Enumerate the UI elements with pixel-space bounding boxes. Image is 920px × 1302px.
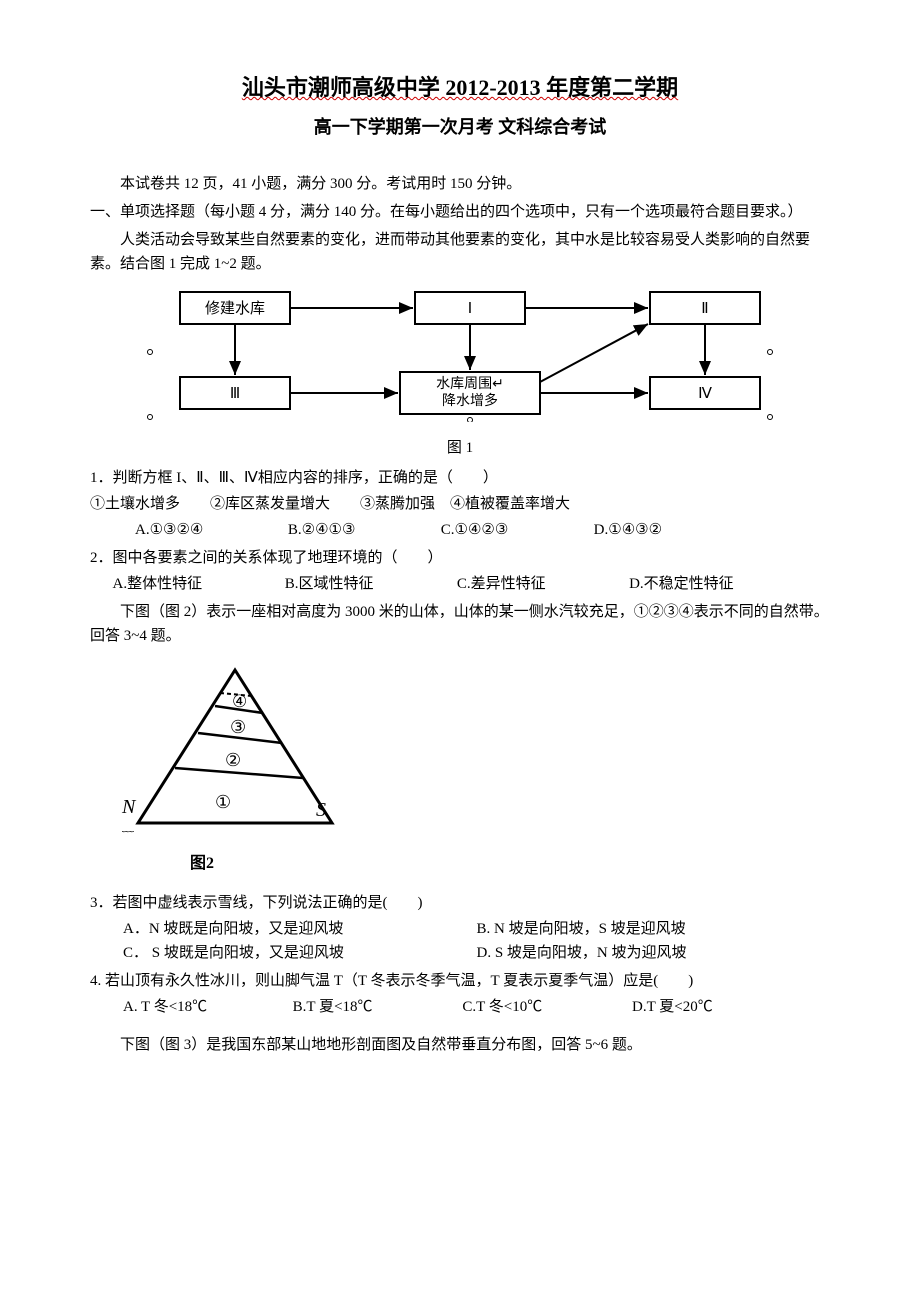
q4-opt-d: D.T 夏<20℃ [632,995,802,1019]
question-4-options: A. T 冬<18℃ B.T 夏<18℃ C.T 冬<10℃ D.T 夏<20℃ [90,995,830,1019]
q2-opt-b: B.区域性特征 [285,572,457,596]
box-rain-1: 水库周围↵ [436,376,504,392]
q1-opt-d: D.①④③② [594,518,747,542]
paragraph-3: 下图（图 3）是我国东部某山地地形剖面图及自然带垂直分布图，回答 5~6 题。 [90,1033,830,1057]
band-1: ① [215,792,231,812]
q2-opt-c: C.差异性特征 [457,572,629,596]
band-3: ③ [230,717,246,737]
section-heading: 一、单项选择题（每小题 4 分，满分 140 分。在每小题给出的四个选项中，只有… [90,200,830,224]
diagram-2-mountain: ① ② ③ ④ N S ﹏ [120,658,350,846]
q1-opt-a: A.①③②④ [135,518,288,542]
q1-opt-c: C.①④②③ [441,518,594,542]
q4-opt-c: C.T 冬<10℃ [462,995,632,1019]
box-rain-2: 降水增多 [442,392,498,409]
question-3: 3．若图中虚线表示雪线，下列说法正确的是( ) [90,891,830,915]
diagram-1-flowchart: 修建水库 Ⅰ Ⅱ Ⅲ 水库周围↵ 降水增多 Ⅳ [140,282,780,430]
paragraph-1: 人类活动会导致某些自然要素的变化，进而带动其他要素的变化，其中水是比较容易受人类… [90,228,830,276]
q1-opt-b: B.②④①③ [288,518,441,542]
question-4: 4. 若山顶有永久性冰川，则山脚气温 T（T 冬表示冬季气温，T 夏表示夏季气温… [90,969,830,993]
q4-opt-b: B.T 夏<18℃ [293,995,463,1019]
diagram-2-caption: 图2 [190,851,830,877]
box-build-reservoir: 修建水库 [205,300,265,317]
q3-opt-a: A．N 坡既是向阳坡，又是迎风坡 [123,917,477,941]
question-3-options: A．N 坡既是向阳坡，又是迎风坡 B. N 坡是向阳坡，S 坡是迎风坡 C． S… [90,917,830,965]
svg-text:﹏: ﹏ [122,820,134,834]
paragraph-2: 下图（图 2）表示一座相对高度为 3000 米的山体，山体的某一侧水汽较充足，①… [90,600,830,648]
page-title: 汕头市潮师高级中学 2012-2013 年度第二学期 [90,70,830,105]
question-2: 2．图中各要素之间的关系体现了地理环境的（ ） [90,546,830,570]
question-1: 1．判断方框 I、Ⅱ、Ⅲ、Ⅳ相应内容的排序，正确的是（ ） [90,466,830,490]
label-n: N [121,796,137,818]
q4-opt-a: A. T 冬<18℃ [123,995,293,1019]
q3-opt-c: C． S 坡既是向阳坡，又是迎风坡 [123,941,477,965]
q2-opt-d: D.不稳定性特征 [629,572,801,596]
intro-text: 本试卷共 12 页，41 小题，满分 300 分。考试用时 150 分钟。 [90,172,830,196]
box-i: Ⅰ [468,301,472,317]
diagram-1-caption: 图 1 [90,436,830,460]
box-iii: Ⅲ [230,386,240,402]
box-ii: Ⅱ [701,301,708,317]
band-4: ④ [232,692,247,711]
q3-opt-d: D. S 坡是向阳坡，N 坡为迎风坡 [477,941,831,965]
q3-opt-b: B. N 坡是向阳坡，S 坡是迎风坡 [477,917,831,941]
box-iv: Ⅳ [698,386,712,402]
band-2: ② [225,750,241,770]
page-subtitle: 高一下学期第一次月考 文科综合考试 [90,113,830,142]
question-1-options: A.①③②④ B.②④①③ C.①④②③ D.①④③② [90,518,830,542]
question-2-options: A.整体性特征 B.区域性特征 C.差异性特征 D.不稳定性特征 [90,572,830,596]
q2-opt-a: A.整体性特征 [113,572,285,596]
question-1-items: ①土壤水增多 ②库区蒸发量增大 ③蒸腾加强 ④植被覆盖率增大 [90,492,830,516]
label-s: S [316,799,326,821]
